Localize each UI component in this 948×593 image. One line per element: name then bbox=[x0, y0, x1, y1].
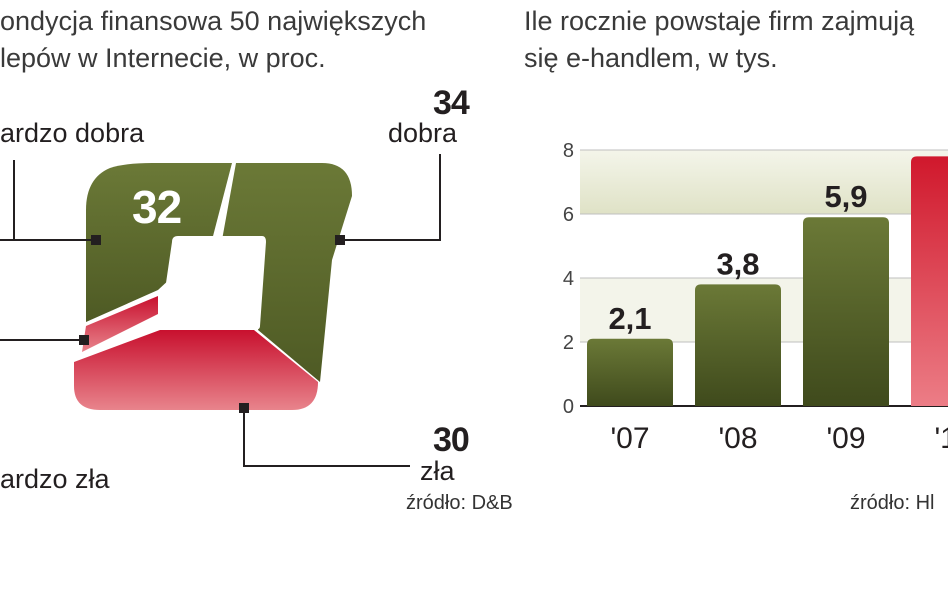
y-tick-label: 6 bbox=[563, 204, 574, 226]
x-tick-label: '07 bbox=[610, 422, 649, 455]
bar bbox=[587, 338, 673, 406]
bar bbox=[803, 217, 889, 406]
label-bardzo-zla: ardzo zła bbox=[0, 464, 110, 494]
right-chart-title: Ile rocznie powstaje firm zajmują bbox=[524, 6, 915, 36]
value-zla: 30 bbox=[433, 421, 470, 459]
y-tick-label: 2 bbox=[563, 332, 574, 354]
callout-line-bardzo-dobra bbox=[0, 160, 15, 241]
data-label: 3,8 bbox=[716, 246, 759, 281]
y-tick-label: 0 bbox=[563, 396, 574, 418]
data-label: 2,1 bbox=[608, 301, 651, 336]
y-tick-label: 8 bbox=[563, 140, 574, 162]
x-tick-label: '08 bbox=[718, 422, 757, 455]
value-bardzo-dobra: 32 bbox=[132, 181, 182, 233]
marker-dobra bbox=[335, 235, 345, 245]
label-zla: zła bbox=[420, 456, 455, 486]
bar bbox=[911, 156, 948, 406]
marker-zla bbox=[239, 403, 249, 413]
marker-small bbox=[79, 335, 89, 345]
x-tick-label: '09 bbox=[826, 422, 865, 455]
label-dobra: dobra bbox=[388, 118, 458, 148]
left-chart-subtitle: lepów w Internecie, w proc. bbox=[0, 43, 326, 73]
bar bbox=[695, 284, 781, 406]
callout-line-zla bbox=[243, 408, 410, 467]
left-chart-title: ondycja finansowa 50 największych bbox=[0, 6, 427, 36]
slice-small-red bbox=[82, 296, 158, 352]
bar-chart: 0 2 4 6 8 '07 '08 '09 '10 2,1 3,8 5,9 bbox=[563, 140, 948, 455]
label-bardzo-dobra: ardzo dobra bbox=[0, 118, 145, 148]
x-tick-label: '10 bbox=[934, 422, 948, 455]
band-6-8 bbox=[580, 150, 948, 214]
right-chart-subtitle: się e-handlem, w tys. bbox=[524, 43, 778, 73]
left-source: źródło: D&B bbox=[406, 492, 513, 514]
slice-zla bbox=[74, 330, 318, 410]
center-hole bbox=[160, 236, 266, 330]
callout-line-dobra bbox=[340, 154, 441, 241]
marker-bardzo-dobra bbox=[91, 235, 101, 245]
slice-bardzo-dobra bbox=[86, 163, 232, 322]
slice-dobra bbox=[222, 163, 352, 382]
data-label: 5,9 bbox=[824, 179, 867, 214]
value-dobra: 34 bbox=[433, 84, 470, 122]
right-source: źródło: Hl bbox=[850, 492, 935, 514]
y-tick-label: 4 bbox=[563, 268, 574, 290]
